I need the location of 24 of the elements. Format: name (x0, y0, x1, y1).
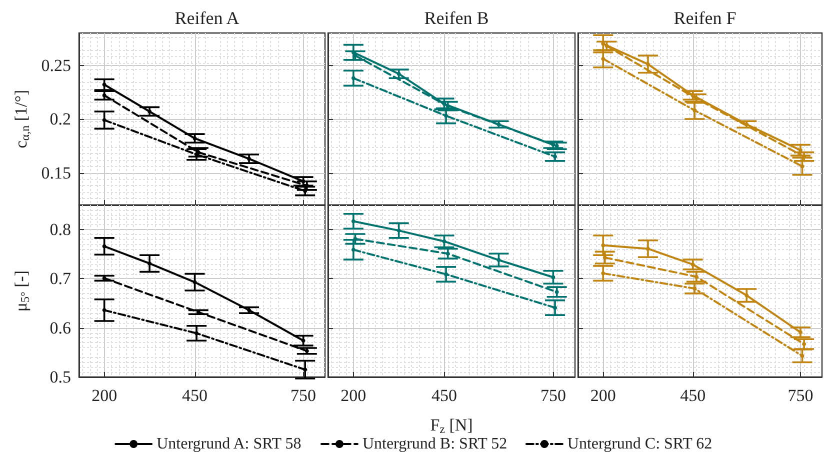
legend-label: Untergrund C: SRT 62 (567, 436, 712, 452)
x-tick-label: 750 (788, 386, 814, 405)
chart-title: Reifen F (674, 8, 736, 28)
y-tick-label: 0.2 (50, 110, 71, 128)
x-tick-label: 200 (340, 386, 366, 405)
x-tick-label: 750 (540, 386, 566, 405)
legend-label: Untergrund B: SRT 52 (362, 436, 508, 452)
y-tick-label: 0.8 (50, 220, 71, 240)
x-tick-label: 450 (182, 386, 208, 405)
y-axis-title: cα,n [1/°] (12, 90, 32, 148)
y-tick-label: 0.7 (50, 269, 72, 288)
legend-label: Untergrund A: SRT 58 (156, 436, 302, 452)
chart-title: Reifen B (424, 8, 489, 28)
chart-title: Reifen A (174, 8, 240, 28)
x-tick-label: 750 (290, 386, 316, 405)
x-tick-label: 200 (590, 386, 616, 405)
x-tick-label: 450 (680, 386, 706, 405)
y-tick-label: 0.25 (41, 56, 71, 75)
x-tick-label: 450 (431, 386, 457, 405)
y-tick-label: 0.15 (41, 163, 71, 182)
y-axis-title: μ5° [-] (12, 270, 32, 312)
y-tick-label: 0.6 (50, 318, 71, 338)
y-tick-label: 0.5 (50, 368, 71, 386)
x-tick-label: 200 (92, 386, 118, 405)
